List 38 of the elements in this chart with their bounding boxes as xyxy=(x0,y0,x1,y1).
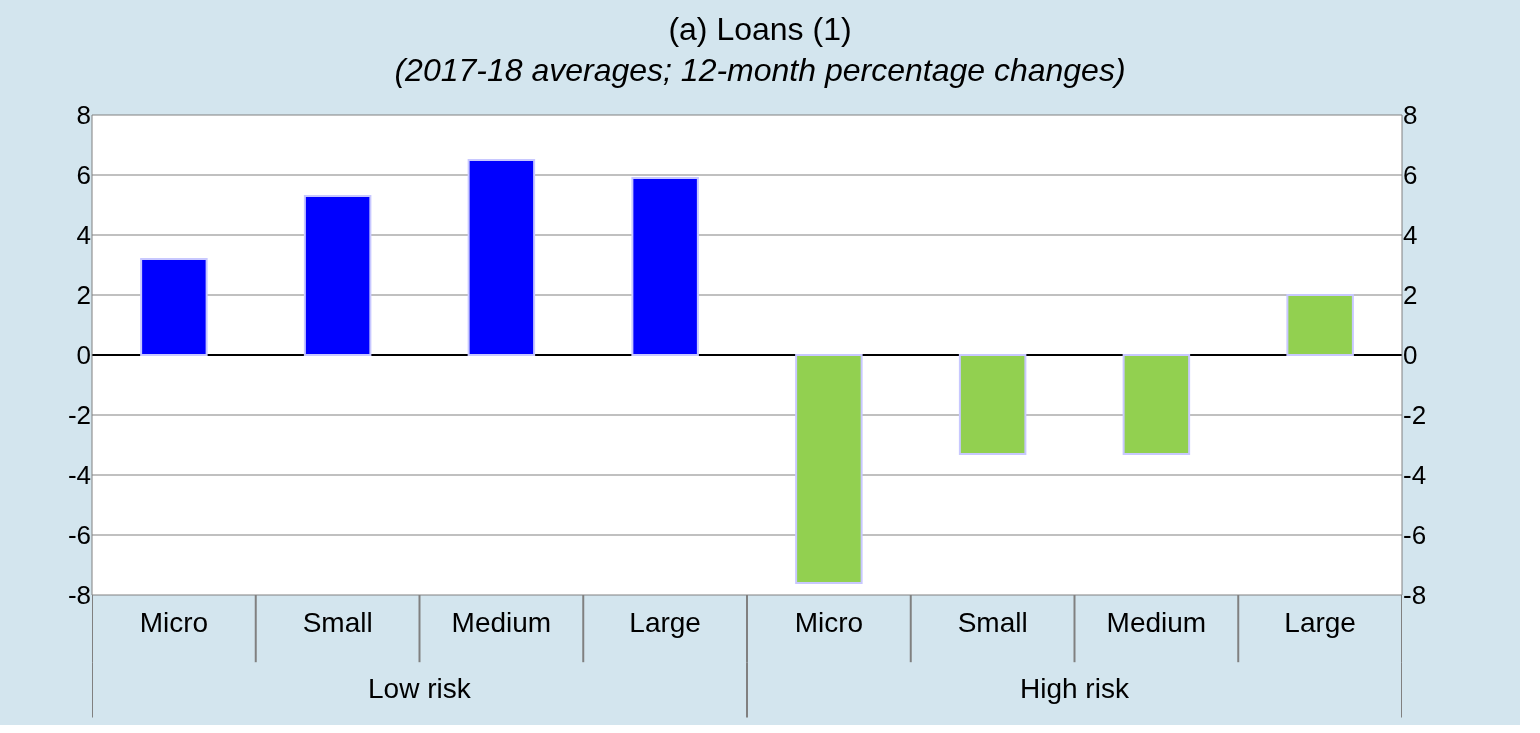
y2-tick-label: 2 xyxy=(1403,280,1418,311)
text: High risk xyxy=(1020,673,1130,704)
bar xyxy=(795,354,863,584)
y-tick-label: -8 xyxy=(67,580,91,611)
y2-tick-label: -6 xyxy=(1403,520,1427,551)
text: Low risk xyxy=(368,673,472,704)
x-tick-label: Micro xyxy=(794,607,864,638)
y-tick-label: -4 xyxy=(67,460,91,491)
bar xyxy=(303,195,372,356)
y-tick-label: 8 xyxy=(76,100,91,131)
y2-tick-label: -8 xyxy=(1403,580,1427,611)
bar xyxy=(140,258,208,356)
chart-title: (a) Loans (1) xyxy=(668,10,852,47)
y2-tick-label: -2 xyxy=(1403,400,1427,431)
y2-tick-label: 0 xyxy=(1403,340,1418,371)
y-tick-label: 6 xyxy=(76,160,91,191)
bar xyxy=(467,159,536,356)
x-tick-label: Large xyxy=(629,607,701,638)
x-tick-label: Large xyxy=(1284,607,1356,638)
y-tick-label: 0 xyxy=(76,340,91,371)
chart-subtitle: (2017-18 averages; 12-month percentage changes) xyxy=(394,52,1126,89)
y-tick-label: -2 xyxy=(67,400,91,431)
y2-tick-label: 4 xyxy=(1403,220,1418,251)
y2-tick-label: -4 xyxy=(1403,460,1427,491)
bar xyxy=(958,354,1027,455)
x-tick-label: Small xyxy=(957,607,1028,638)
y-tick-label: 4 xyxy=(76,220,91,251)
bar xyxy=(1286,294,1354,356)
y2-tick-label: 6 xyxy=(1403,160,1418,191)
y-tick-label: 2 xyxy=(76,280,91,311)
x-tick-label: Medium xyxy=(1106,607,1207,638)
x-tick-label: Small xyxy=(302,607,373,638)
y-tick-label: -6 xyxy=(67,520,91,551)
y2-tick-label: 8 xyxy=(1403,100,1418,131)
bar xyxy=(631,177,699,356)
x-tick-label: Medium xyxy=(451,607,552,638)
bar xyxy=(1122,354,1191,455)
x-tick-label: Micro xyxy=(139,607,209,638)
